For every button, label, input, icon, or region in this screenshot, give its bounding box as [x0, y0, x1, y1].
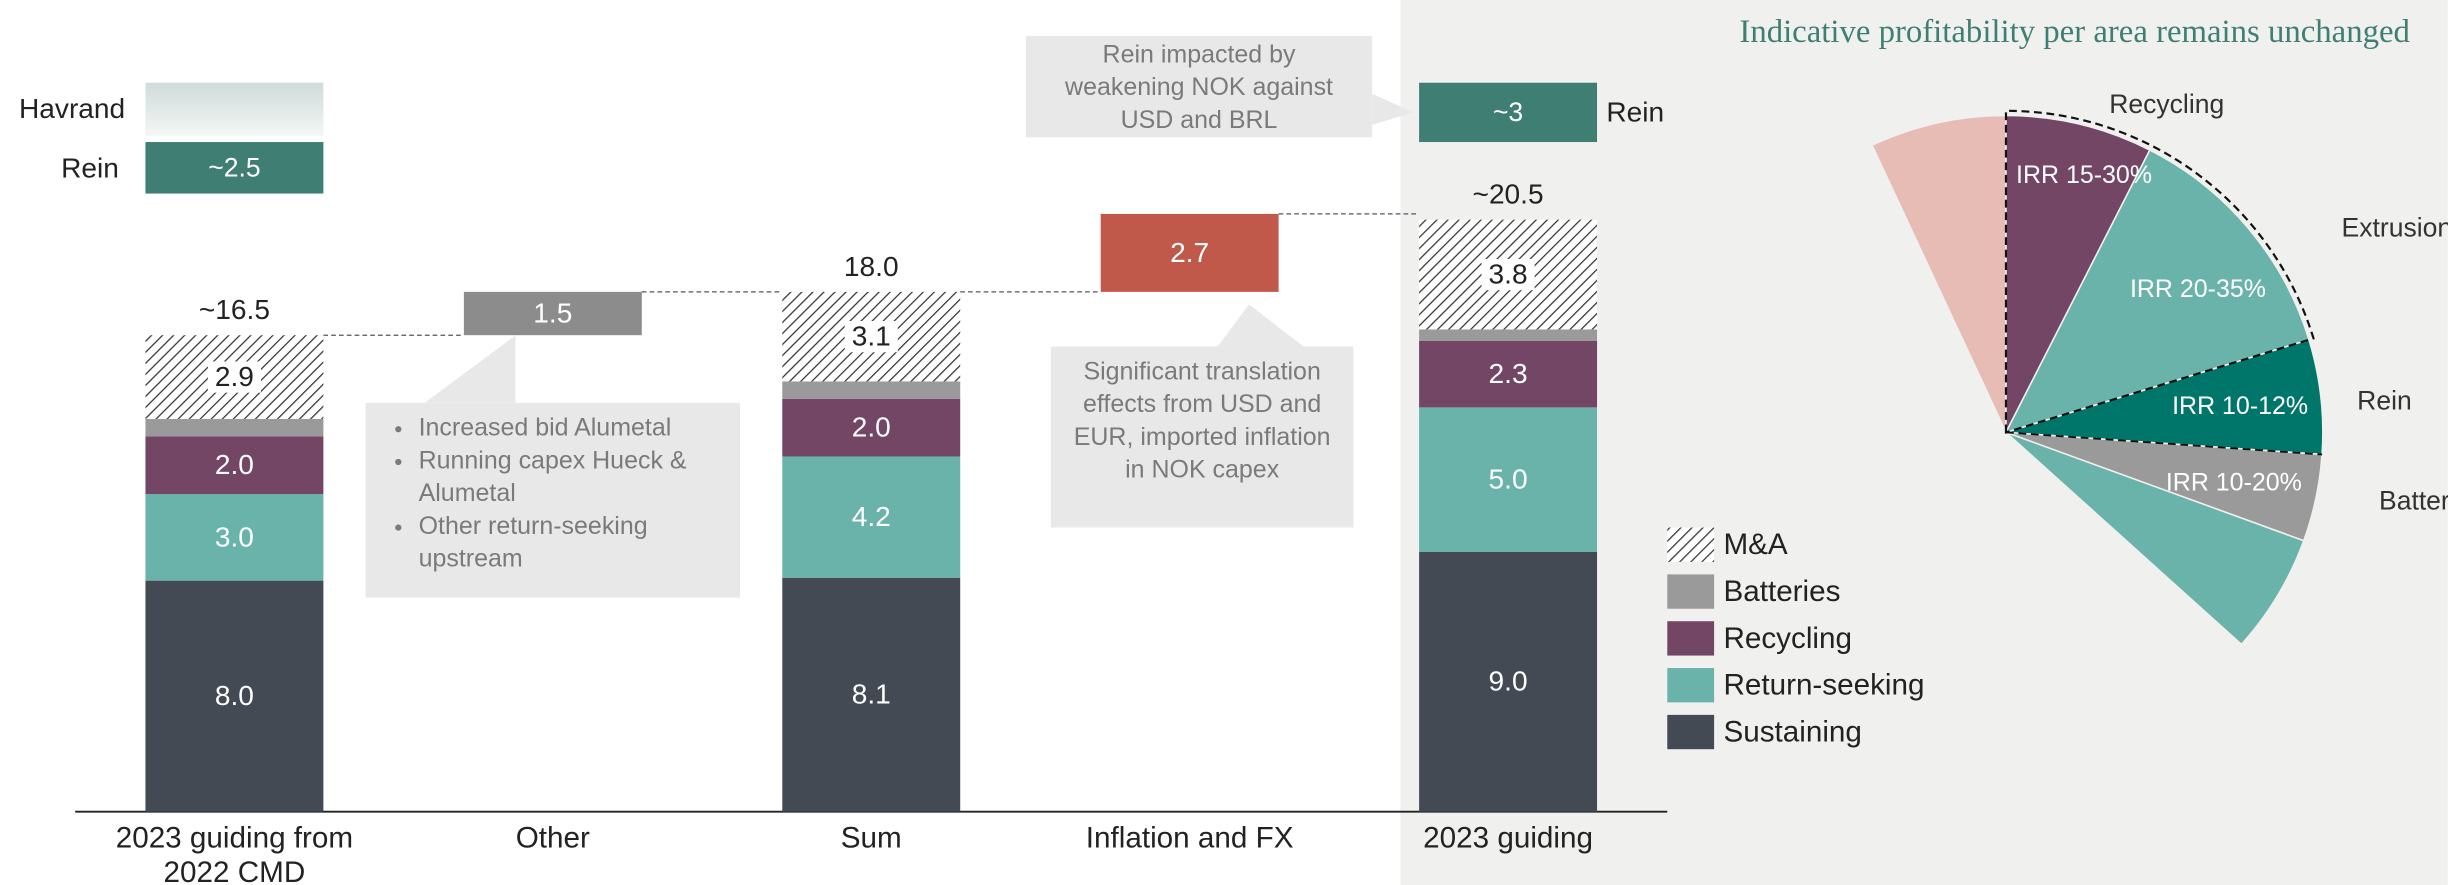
step-bar: [1100, 213, 1279, 292]
legend-swatch: [1667, 714, 1715, 750]
legend-label: Sustaining: [1723, 715, 1861, 748]
callout-text: Significant translation effects from USD…: [1050, 346, 1354, 528]
legend-label: Return-seeking: [1723, 669, 1924, 702]
data-label: 2.3: [1489, 358, 1528, 389]
legend-swatch: [1667, 621, 1715, 656]
bar-segment: [782, 456, 961, 578]
callout: Significant translation effects from USD…: [1050, 346, 1354, 528]
data-label: 3.0: [215, 521, 254, 552]
bar-segment: [782, 381, 961, 399]
data-label: 2.9: [215, 361, 254, 392]
bar-segment: [145, 494, 324, 581]
legend-swatch: [1667, 668, 1715, 703]
bar-segment: [145, 436, 324, 495]
bar-segment: [145, 580, 324, 812]
overlay-box: [145, 142, 324, 194]
data-label: ~2.5: [208, 152, 260, 182]
pie-outline: [2004, 109, 2315, 434]
pie-slice: [2005, 114, 2151, 433]
pie-category-label: Recycling: [2109, 89, 2224, 119]
label-background: [207, 361, 261, 393]
data-label: 8.1: [852, 679, 891, 710]
legend-label: Recycling: [1723, 622, 1852, 655]
step-bar: [463, 291, 642, 336]
pie-inner-label: IRR 10-20%: [2166, 468, 2302, 496]
callout: Increased bid Alumetal Running capex Hue…: [366, 403, 741, 598]
callout-item: Other return-seeking upstream: [419, 510, 725, 576]
legend-label: Rein: [1606, 96, 1664, 127]
bar-segment: [1419, 329, 1598, 341]
pie-inner-label: IRR 15-30%: [2016, 161, 2152, 189]
data-label: 3.1: [852, 321, 891, 352]
bar-segment: [1419, 407, 1598, 552]
pie-category-label: Extrusions: [2342, 212, 2448, 242]
bar-segment: [782, 398, 961, 457]
callout-pointer: [1217, 304, 1304, 347]
data-label: 2.0: [852, 412, 891, 443]
legend-swatch: [1667, 527, 1715, 562]
data-label: 5.0: [1489, 464, 1528, 495]
legend-swatch: [145, 82, 324, 136]
pie-category-label: Batteries: [2379, 486, 2448, 516]
pie-category-label: Rein: [2357, 386, 2412, 416]
data-label: ~3: [1493, 97, 1523, 127]
callout: Rein impacted by weakening NOK against U…: [1025, 35, 1373, 138]
total-label: 18.0: [844, 251, 899, 282]
pie-inner-label: IRR 20-35%: [2130, 275, 2266, 303]
x-tick-label: Sum: [840, 822, 902, 856]
legend-label: Havrand: [19, 93, 125, 124]
legend-swatch: [1667, 574, 1715, 609]
pie-slice: [1871, 114, 2007, 433]
x-tick-label-text: Sum: [840, 822, 902, 856]
bar-segment: [1419, 340, 1598, 408]
x-tick-label: Inflation and FX: [1085, 822, 1294, 856]
callout-pointer: [1372, 93, 1413, 125]
x-tick-label: 2023 guiding from 2022 CMD: [115, 822, 354, 885]
pie-outline: [2005, 431, 2323, 456]
bar-segment: [145, 418, 324, 437]
data-label: 3.8: [1489, 259, 1528, 290]
legend-label: M&A: [1723, 528, 1787, 561]
data-label: 1.5: [533, 298, 572, 329]
data-label: 9.0: [1489, 666, 1528, 697]
legend-label: Batteries: [1723, 575, 1840, 608]
callout-text: Rein impacted by weakening NOK against U…: [1025, 35, 1373, 138]
pie-title: Indicative profitability per area remain…: [1739, 14, 2410, 50]
x-tick-label-text: Other: [515, 822, 590, 856]
callout-pointer: [424, 335, 516, 403]
data-label: 8.0: [215, 680, 254, 711]
pie-slice: [2005, 431, 2305, 646]
data-label: 4.2: [852, 501, 891, 532]
callout-item: Increased bid Alumetal: [419, 412, 725, 445]
total-label: ~20.5: [1473, 179, 1544, 210]
callout-item: Running capex Hueck & Alumetal: [419, 445, 725, 511]
x-tick-label-text: Inflation and FX: [1085, 822, 1294, 856]
x-tick-label: 2023 guiding: [1423, 822, 1593, 856]
x-tick-label-text: 2023 guiding from 2022 CMD: [115, 822, 354, 885]
bar-segment: [782, 577, 961, 812]
total-label: ~16.5: [199, 294, 270, 325]
x-tick-label: Other: [515, 822, 590, 856]
data-label: 2.7: [1170, 237, 1209, 268]
pie-inner-label: IRR 10-12%: [2172, 392, 2308, 420]
x-tick-label-text: 2023 guiding: [1423, 822, 1593, 856]
label-background: [844, 321, 898, 353]
label-background: [1481, 258, 1535, 291]
overlay-box: [1419, 82, 1598, 143]
legend-label: Rein: [61, 153, 119, 184]
data-label: 2.0: [215, 449, 254, 480]
bar-segment: [1419, 551, 1598, 812]
